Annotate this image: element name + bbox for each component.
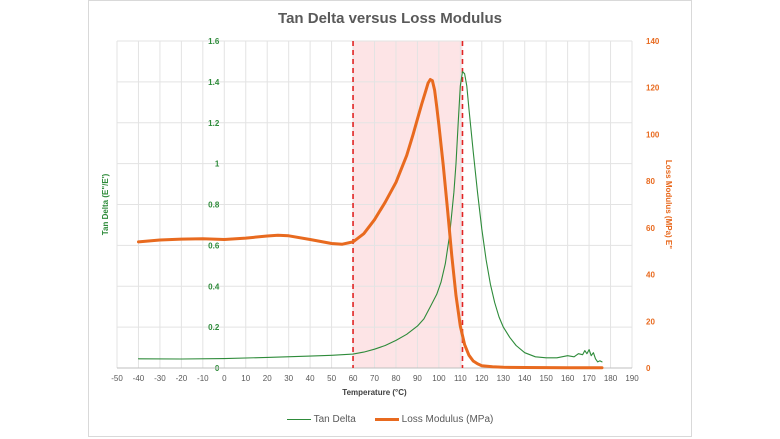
y-left-tick-label: 0.4 bbox=[208, 282, 220, 291]
x-tick-label: -10 bbox=[197, 374, 209, 383]
y-right-tick-label: 80 bbox=[646, 177, 655, 186]
y-left-tick-label: 1.4 bbox=[208, 78, 220, 87]
x-tick-label: 110 bbox=[454, 374, 467, 383]
legend-item-tan-delta[interactable]: Tan Delta bbox=[286, 414, 356, 425]
y-left-tick-label: 0.2 bbox=[208, 323, 220, 332]
y-right-tick-label: 100 bbox=[646, 130, 660, 139]
x-tick-label: 0 bbox=[222, 374, 227, 383]
x-tick-label: 190 bbox=[625, 374, 639, 383]
legend-label-tan-delta: Tan Delta bbox=[313, 414, 356, 425]
legend-swatch-tan-delta bbox=[286, 418, 311, 420]
grid-lines bbox=[116, 40, 633, 369]
series-tan-delta-line bbox=[137, 71, 603, 363]
y-right-axis-title: Loss Modulus (MPa) E" bbox=[664, 160, 673, 249]
legend-item-loss-modulus[interactable]: Loss Modulus (MPa) bbox=[374, 414, 494, 425]
y-right-tick-label: 60 bbox=[646, 224, 655, 233]
y-left-axis-title: Tan Delta (E"/E') bbox=[101, 173, 110, 235]
y-left-tick-label: 0.6 bbox=[208, 241, 220, 250]
y-right-tick-label: 140 bbox=[646, 37, 660, 46]
x-tick-labels: -50 -40 -30 -20 -10 0 10 20 30 40 50 60 70 80 90 100 110… bbox=[111, 374, 639, 383]
legend-label-loss-modulus: Loss Modulus (MPa) bbox=[401, 414, 494, 425]
x-tick-label: 130 bbox=[497, 374, 511, 383]
legend: Tan Delta Loss Modulus (MPa) bbox=[0, 414, 780, 425]
y-left-tick-label: 1.2 bbox=[208, 119, 220, 128]
x-tick-label: 150 bbox=[539, 374, 553, 383]
x-tick-label: 170 bbox=[582, 374, 596, 383]
y-left-tick-label: 1.6 bbox=[208, 37, 220, 46]
reference-lines bbox=[352, 41, 464, 368]
y-left-tick-labels: 00.20.40.60.811.21.41.6 bbox=[208, 37, 220, 373]
x-tick-label: -40 bbox=[133, 374, 145, 383]
x-tick-label: 160 bbox=[561, 374, 575, 383]
x-tick-label: -20 bbox=[176, 374, 188, 383]
y-right-tick-label: 0 bbox=[646, 364, 651, 373]
series-loss-modulus-line bbox=[137, 78, 604, 370]
y-left-tick-label: 0.8 bbox=[208, 201, 220, 210]
chart-title: Tan Delta versus Loss Modulus bbox=[278, 10, 502, 27]
y-right-tick-label: 40 bbox=[646, 271, 655, 280]
x-tick-label: 70 bbox=[370, 374, 379, 383]
x-tick-label: 90 bbox=[413, 374, 422, 383]
y-left-tick-label: 1 bbox=[215, 160, 220, 169]
legend-swatch-loss-modulus bbox=[374, 417, 399, 421]
y-right-tick-label: 20 bbox=[646, 317, 655, 326]
y-right-tick-label: 120 bbox=[646, 84, 660, 93]
x-tick-label: 120 bbox=[475, 374, 489, 383]
x-tick-label: 180 bbox=[604, 374, 618, 383]
x-tick-label: 80 bbox=[392, 374, 401, 383]
x-tick-label: -50 bbox=[111, 374, 123, 383]
x-tick-label: 10 bbox=[241, 374, 250, 383]
x-tick-label: 100 bbox=[432, 374, 446, 383]
x-tick-label: 20 bbox=[263, 374, 272, 383]
x-axis-title: Temperature (°C) bbox=[342, 388, 407, 397]
x-tick-label: 40 bbox=[306, 374, 315, 383]
x-tick-label: 60 bbox=[349, 374, 358, 383]
x-tick-label: 30 bbox=[284, 374, 293, 383]
x-tick-label: -30 bbox=[154, 374, 166, 383]
series-group bbox=[137, 71, 604, 370]
x-tick-label: 50 bbox=[327, 374, 336, 383]
x-tick-label: 140 bbox=[518, 374, 532, 383]
y-right-tick-labels: 0 20 40 60 80 100 120 140 bbox=[646, 37, 660, 373]
